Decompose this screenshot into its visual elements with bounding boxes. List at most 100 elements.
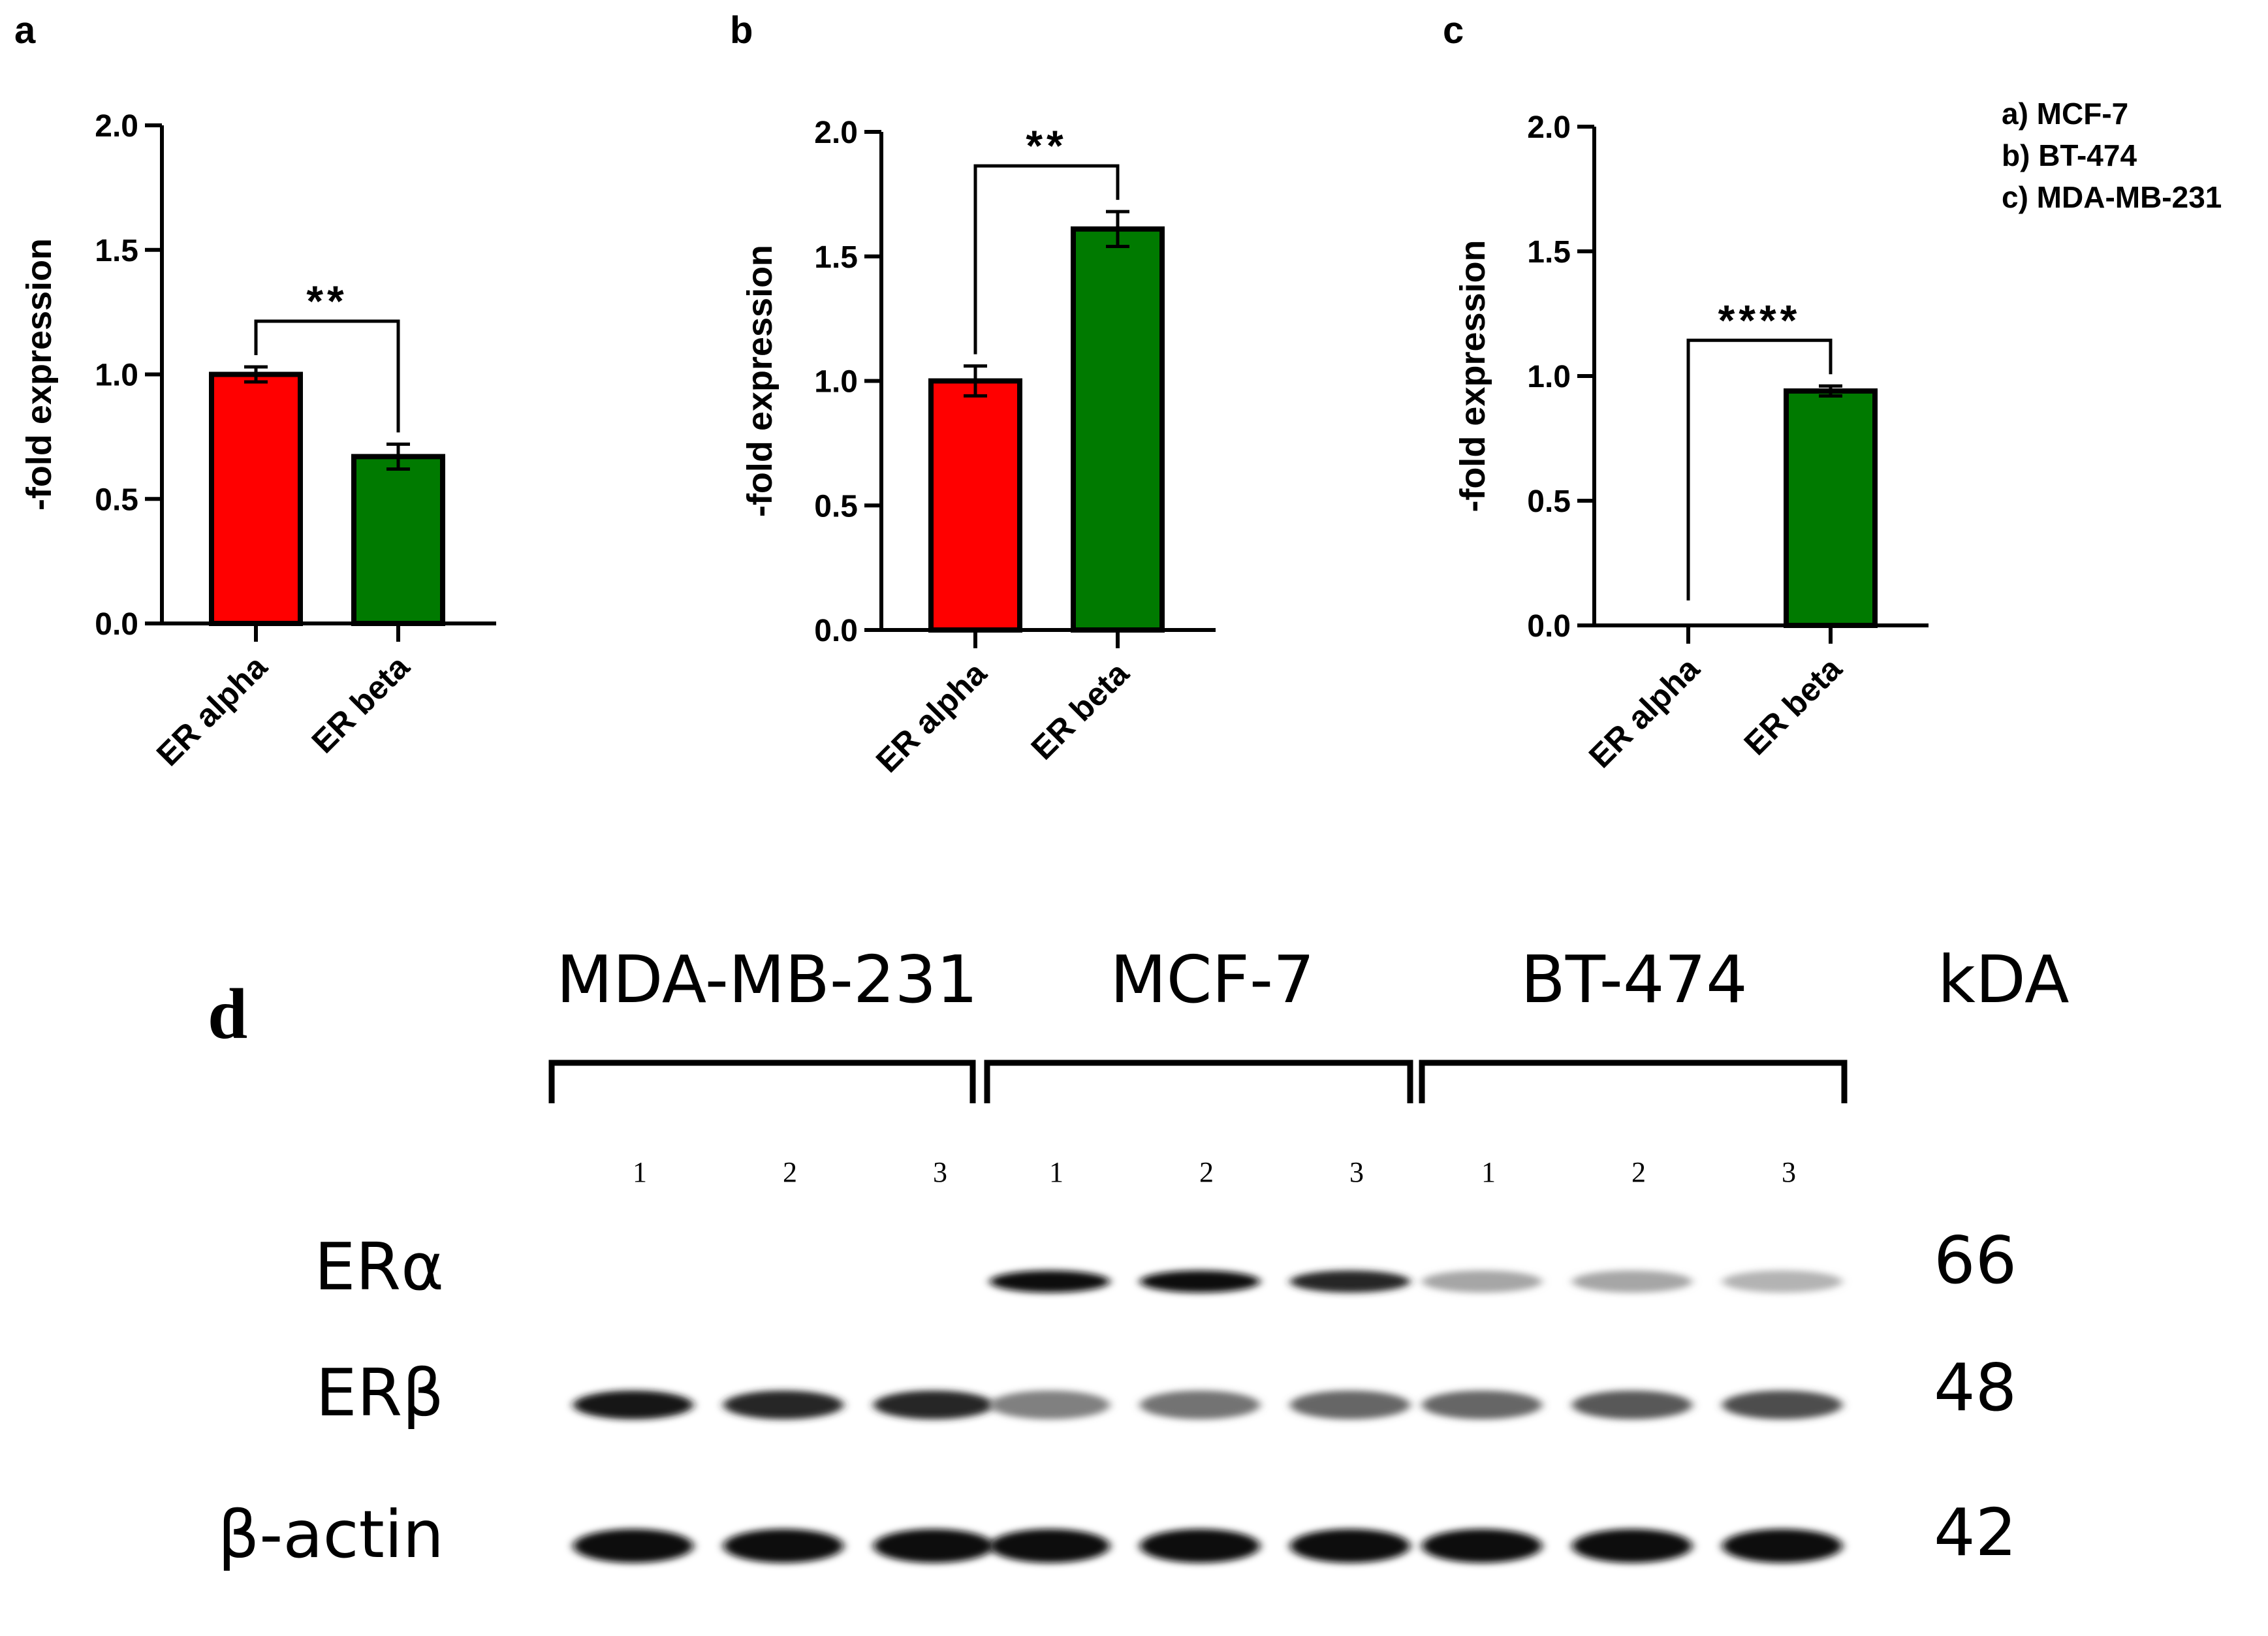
significance-bracket — [973, 164, 1120, 354]
y-axis-label: -fold expression — [740, 245, 780, 517]
y-tick-label: 0.5 — [95, 482, 138, 517]
blot-band — [1722, 1529, 1842, 1563]
error-bar — [1819, 384, 1842, 398]
lane-number: 1 — [1049, 1156, 1063, 1188]
lane-number: 1 — [1481, 1156, 1496, 1188]
legend-item-c: c) MDA-MB-231 — [2002, 180, 2222, 214]
blot-band — [1290, 1391, 1410, 1419]
y-axis-label: -fold expression — [20, 238, 59, 511]
error-bar — [1106, 210, 1129, 248]
x-tick-label: ER beta — [1737, 650, 1850, 762]
blot-brackets — [548, 1060, 1848, 1103]
significance-bracket — [254, 319, 400, 433]
blot-band — [1422, 1270, 1542, 1293]
blot-kda-label: kDA — [1938, 941, 2070, 1018]
kda-66: 66 — [1934, 1222, 2017, 1298]
panel-label-c: c — [1443, 9, 1464, 52]
y-tick-label: 2.0 — [95, 109, 138, 144]
blot-band — [723, 1391, 843, 1419]
blot-bands — [573, 1270, 1842, 1563]
lane-number: 2 — [783, 1156, 797, 1188]
panel-label-b: b — [730, 9, 753, 52]
bracket-mcf7 — [984, 1060, 1413, 1103]
error-bar — [964, 364, 987, 398]
y-tick-label: 0.0 — [95, 607, 138, 642]
significance-stars: ** — [1026, 121, 1067, 170]
blot-band — [1722, 1391, 1842, 1419]
y-tick-label: 2.0 — [814, 116, 858, 150]
chart-c: ER alpha ER beta 0.0 0.5 1.0 1.5 2.0 -fold expr… — [1453, 110, 1929, 775]
blot-band — [990, 1529, 1110, 1563]
lane-number: 3 — [1349, 1156, 1364, 1188]
lane-number: 1 — [633, 1156, 647, 1188]
blot-band — [1572, 1391, 1692, 1419]
blot-group-labels: MDA-MB-231 MCF-7 BT-474 kDA — [556, 941, 2069, 1018]
blot-row-label-er-alpha: ERα — [314, 1229, 444, 1305]
error-bar — [386, 442, 410, 471]
y-tick-label: 1.0 — [1527, 360, 1571, 394]
blot-band — [1140, 1529, 1260, 1563]
y-tick-label: 0.0 — [1527, 609, 1571, 644]
y-tick-label: 0.0 — [814, 614, 858, 648]
blot-band — [723, 1529, 843, 1563]
bar-er-beta — [1784, 388, 1878, 628]
error-bar — [244, 365, 268, 384]
y-tick-label: 1.5 — [95, 234, 138, 268]
lane-number: 3 — [933, 1156, 947, 1188]
y-tick-label: 1.0 — [95, 358, 138, 393]
blot-row-label-er-beta: ERβ — [316, 1355, 444, 1431]
panel-label-a: a — [14, 9, 36, 52]
bar-er-beta — [351, 454, 445, 627]
blot-band — [1140, 1391, 1260, 1419]
blot-band — [1572, 1529, 1692, 1563]
y-axis-label: -fold expression — [1453, 240, 1492, 512]
blot-band — [874, 1529, 994, 1563]
blot-band — [1290, 1529, 1410, 1563]
chart-a: ER alpha ER beta 0.0 0.5 1.0 1.5 2.0 -fold expr… — [20, 109, 496, 773]
legend-item-b: b) BT-474 — [2002, 138, 2137, 172]
blot-row-labels: ERα ERβ β-actin — [217, 1229, 444, 1573]
y-tick-label: 1.5 — [814, 240, 858, 275]
blot-group-bt474: BT-474 — [1520, 941, 1747, 1018]
y-tick-label: 0.5 — [1527, 484, 1571, 519]
blot-band — [1290, 1270, 1410, 1293]
kda-42: 42 — [1934, 1494, 2017, 1571]
lane-number: 3 — [1782, 1156, 1796, 1188]
lane-number: 2 — [1631, 1156, 1646, 1188]
blot-band — [990, 1391, 1110, 1419]
bar-er-beta — [1071, 226, 1165, 633]
blot-band — [874, 1391, 994, 1419]
lane-number: 2 — [1199, 1156, 1214, 1188]
bracket-bt474 — [1419, 1060, 1848, 1103]
significance-stars: ** — [306, 277, 347, 325]
y-tick-label: 0.5 — [814, 489, 858, 524]
bracket-mda — [548, 1060, 976, 1103]
blot-band — [573, 1529, 693, 1563]
blot-row-label-beta-actin: β-actin — [217, 1496, 444, 1573]
significance-stars: **** — [1718, 296, 1801, 344]
x-tick-label: ER alpha — [150, 648, 275, 773]
blot-band — [990, 1270, 1110, 1293]
blot-band — [1572, 1270, 1692, 1293]
y-tick-label: 2.0 — [1527, 110, 1571, 145]
significance-bracket — [1686, 338, 1833, 601]
blot-group-mda: MDA-MB-231 — [556, 941, 978, 1018]
panel-label-d: d — [208, 974, 247, 1054]
bar-er-alpha — [209, 371, 303, 626]
blot-kda-values: 66 48 42 — [1934, 1222, 2017, 1571]
blot-band — [573, 1391, 693, 1419]
blot-band — [1140, 1270, 1260, 1293]
x-tick-label: ER alpha — [1582, 650, 1707, 775]
x-tick-label: ER beta — [1024, 654, 1137, 766]
bar-er-alpha — [928, 378, 1022, 633]
legend: a) MCF-7 b) BT-474 c) MDA-MB-231 — [2002, 97, 2222, 214]
chart-b: ER alpha ER beta 0.0 0.5 1.0 1.5 2.0 -fold expr… — [740, 116, 1216, 779]
blot-band — [1422, 1529, 1542, 1563]
blot-band — [1722, 1270, 1842, 1293]
legend-item-a: a) MCF-7 — [2002, 97, 2128, 131]
x-tick-label: ER alpha — [869, 654, 994, 779]
y-tick-label: 1.5 — [1527, 235, 1571, 270]
x-tick-label: ER beta — [305, 648, 417, 760]
blot-lane-numbers: 1 2 3 1 2 3 1 2 3 — [633, 1156, 1796, 1188]
